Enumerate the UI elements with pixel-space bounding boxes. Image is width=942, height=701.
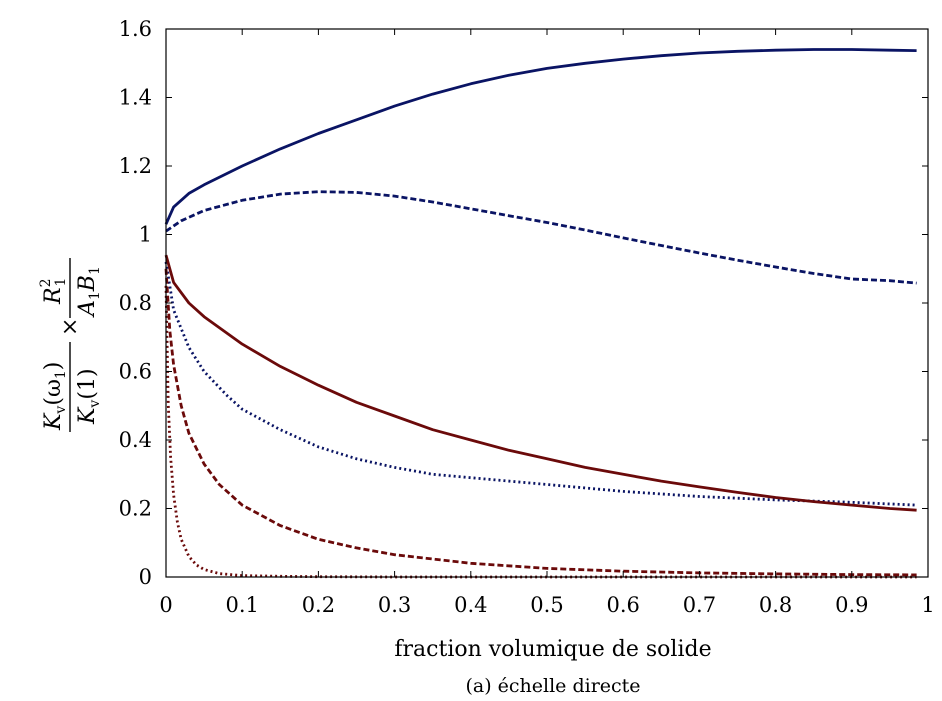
y-right-den-b: B [75, 275, 100, 292]
series-line-6 [164, 285, 917, 579]
x-tick-label-6: 0.6 [606, 593, 639, 617]
x-tick-label-10: 1 [921, 593, 934, 617]
x-tick-label-3: 0.3 [378, 593, 411, 617]
y-right-num-sub: 1 [53, 278, 69, 287]
plot-frame [165, 28, 929, 578]
y-left-num: K [41, 412, 66, 431]
x-tick-label-9: 0.9 [835, 593, 868, 617]
y-tick-label-4: 0.8 [119, 291, 152, 315]
y-tick-label-3: 0.6 [119, 360, 152, 384]
x-tick-label-5: 0.5 [530, 593, 563, 617]
svg-text:Kv(1): Kv(1) [75, 368, 103, 425]
y-tick-label-2: 0.4 [119, 428, 152, 452]
series-line-4 [164, 254, 917, 512]
y-right-num: R [41, 287, 66, 305]
x-tick-label-8: 0.8 [759, 593, 792, 617]
y-left-num-arg-sub: 1 [53, 370, 69, 379]
y-right-den-a-sub: 1 [87, 291, 103, 300]
series-line-3 [164, 261, 917, 507]
y-axis-title: Kv(ω1) Kv(1) × R21 A1B1 [38, 258, 103, 432]
x-axis-title: fraction volumique de solide [394, 637, 711, 662]
svg-text:A1B1: A1B1 [75, 266, 103, 318]
svg-text:Kv(ω1): Kv(ω1) [41, 362, 69, 431]
y-left-num-sub: v [53, 406, 69, 415]
x-tick-label-2: 0.2 [302, 593, 335, 617]
series-line-5 [164, 268, 917, 577]
y-tick-label-5: 1 [139, 223, 152, 247]
y-tick-label-0: 0 [139, 565, 152, 589]
y-right-den-b-sub: 1 [87, 266, 103, 275]
frame-layer [165, 28, 929, 578]
y-tick-label-6: 1.2 [119, 154, 152, 178]
figure-caption: (a) échelle directe [465, 675, 640, 697]
y-left-num-close: ) [41, 362, 66, 371]
y-right-den-a: A [75, 300, 100, 318]
y-times-sign: × [58, 318, 83, 336]
y-right-num-sup: 2 [38, 279, 54, 288]
y-left-num-arg: (ω [41, 379, 66, 406]
y-tick-label-8: 1.6 [119, 17, 152, 41]
y-left-den: K [75, 406, 100, 425]
y-tick-label-7: 1.4 [119, 86, 152, 110]
y-tick-label-1: 0.2 [119, 497, 152, 521]
y-left-den-arg: (1) [75, 368, 100, 399]
x-tick-label-1: 0.1 [225, 593, 258, 617]
x-tick-label-7: 0.7 [683, 593, 716, 617]
series-layer [164, 48, 917, 579]
ticks-layer: 0 0.1 0.2 0.3 0.4 0.5 0.6 0.7 0.8 0.9 1 0 0.2 0.4 0.6 0… [119, 17, 935, 617]
y-left-den-sub: v [87, 400, 103, 409]
series-line-1 [164, 48, 917, 225]
svg-text:R21: R21 [38, 278, 69, 305]
x-tick-label-4: 0.4 [454, 593, 487, 617]
series-line-2 [165, 190, 917, 285]
x-tick-label-0: 0 [159, 593, 172, 617]
